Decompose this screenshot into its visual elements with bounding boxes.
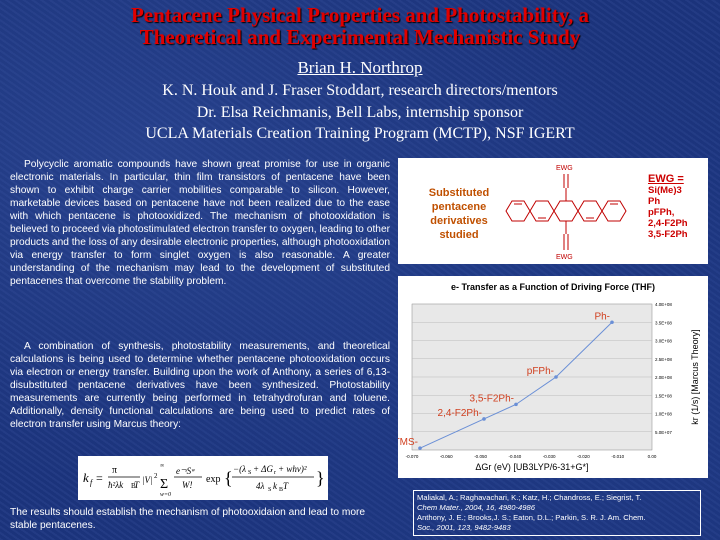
x-tick-label: -0.020 [577,454,590,459]
title-line-1: Pentacene Physical Properties and Photos… [130,3,590,27]
svg-text:f: f [90,478,94,487]
x-tick-label: -0.040 [508,454,521,459]
svg-text:ħ²λk: ħ²λk [108,480,124,490]
paragraph-methods: A combination of synthesis, photostabili… [10,341,390,430]
ewg-heading: EWG = [648,173,684,185]
svg-text:B: B [131,482,136,490]
reference-2-authors: Anthony, J. E.; Brooks,J. S.; Eaton, D.L… [417,513,646,522]
x-tick-label: 0.00 [648,454,657,459]
y-tick-label: 4.0E+08 [655,302,672,307]
svg-text:|V|: |V| [142,475,152,485]
svg-text:}: } [316,468,325,488]
data-point [514,402,518,407]
electron-transfer-chart: e- Transfer as a Function of Driving For… [394,282,700,472]
author-line: Brian H. Northrop [0,58,720,78]
chart-panel: e- Transfer as a Function of Driving For… [394,276,708,478]
x-tick-label: -0.030 [543,454,556,459]
poster-title: Pentacene Physical Properties and Photos… [0,4,720,48]
svg-text:k: k [83,470,89,485]
svg-text:+ whν)²: + whν)² [278,464,307,474]
svg-text:e⁻ˢSʷ: e⁻ˢSʷ [176,466,195,476]
data-point [418,446,422,450]
reference-1-authors: Maliakal, A.; Raghavachari, K.; Katz, H.… [417,493,642,502]
y-axis-label: kr (1/s) [Marcus Theory] [690,329,700,424]
marcus-equation: k f = π ħ²λk B T |V| 2 Σ w=0 ∞ e⁻ˢSʷ W! … [78,456,328,500]
svg-text:Σ: Σ [160,477,168,492]
svg-text:S: S [248,470,251,476]
svg-text:=: = [96,471,103,485]
credit-line-1: K. N. Houk and J. Fraser Stoddart, resea… [162,82,558,99]
reference-2-citation: Soc., 2001, 123, 9482-9483 [417,523,511,532]
data-point [482,417,486,421]
credit-line-3: UCLA Materials Creation Training Program… [145,125,575,142]
svg-text:2: 2 [154,472,158,480]
paragraph-intro: Polycyclic aromatic compounds have shown… [10,159,391,287]
svg-text:∞: ∞ [160,463,164,469]
ewg-list: EWG = Si(Me)3 Ph pFPh, 2,4-F2Ph 3,5-F2Ph [648,173,688,241]
data-point-label: 2,4-F2Ph- [438,408,482,419]
y-tick-label: 3.5E+08 [655,320,672,325]
ewg-item: 2,4-F2Ph [648,218,688,229]
reference-1: Maliakal, A.; Raghavachari, K.; Katz, H.… [417,493,697,513]
reference-1-citation: Chem Mater., 2004, 16, 4980-4986 [417,503,535,512]
chart-title: e- Transfer as a Function of Driving For… [451,282,655,292]
svg-text:+ ΔG: + ΔG [253,464,273,474]
references-box: Maliakal, A.; Raghavachari, K.; Katz, H.… [413,490,701,536]
author-name: Brian H. Northrop [297,58,423,77]
title-line-2: Theoretical and Experimental Mechanistic… [139,25,581,49]
svg-text:r: r [274,470,276,476]
svg-text:{: { [224,468,233,488]
ewg-top-label: EWG [556,165,573,172]
reference-2: Anthony, J. E.; Brooks,J. S.; Eaton, D.L… [417,513,697,533]
molecule-panel: Substituted pentacene derivatives studie… [398,158,708,264]
molecule-caption: Substituted pentacene derivatives studie… [428,187,490,241]
svg-text:T: T [134,480,140,490]
svg-text:w=0: w=0 [160,492,171,498]
data-point [610,320,614,325]
data-point-label: 3,5-F2Ph- [470,393,514,404]
x-tick-label: -0.010 [611,454,624,459]
x-tick-label: -0.050 [474,454,487,459]
svg-text:4λ: 4λ [256,481,265,491]
y-tick-label: 5.0E+07 [655,430,672,435]
data-point-label: Ph- [594,311,610,322]
svg-text:W!: W! [182,480,193,490]
svg-text:exp: exp [206,474,220,485]
pentacene-structure: EWG EWG [505,165,627,261]
y-tick-label: 2.0E+08 [655,375,672,380]
y-tick-label: 1.0E+08 [655,412,672,417]
data-point-label: pFPh- [527,366,554,377]
ewg-item: Si(Me)3 [648,185,682,196]
ewg-bottom-label: EWG [556,254,573,261]
data-point [554,375,558,379]
y-tick-label: 3.0E+08 [655,339,672,344]
y-tick-label: 1.5E+08 [655,393,672,398]
svg-text:B: B [279,487,283,493]
svg-text:T: T [283,481,289,491]
credit-line-2: Dr. Elsa Reichmanis, Bell Labs, internsh… [196,104,524,121]
ewg-item: 3,5-F2Ph [648,229,688,240]
svg-text:S: S [268,487,271,493]
ewg-item: Ph [648,196,661,207]
x-tick-label: -0.070 [406,454,419,459]
y-tick-label: 2.5E+08 [655,357,672,362]
data-point-label: TMS- [398,437,418,448]
marcus-equation-graphic: k f = π ħ²λk B T |V| 2 Σ w=0 ∞ e⁻ˢSʷ W! … [83,463,325,498]
paragraph-conclusion: The results should establish the mechani… [10,507,366,531]
svg-text:−(λ: −(λ [233,464,246,474]
x-axis-label: ΔGr (eV) [UB3LYP/6-31+G*] [475,462,588,472]
svg-text:k: k [273,481,278,491]
ewg-item: pFPh, [648,207,675,218]
x-tick-label: -0.060 [440,454,453,459]
svg-text:π: π [112,465,117,476]
